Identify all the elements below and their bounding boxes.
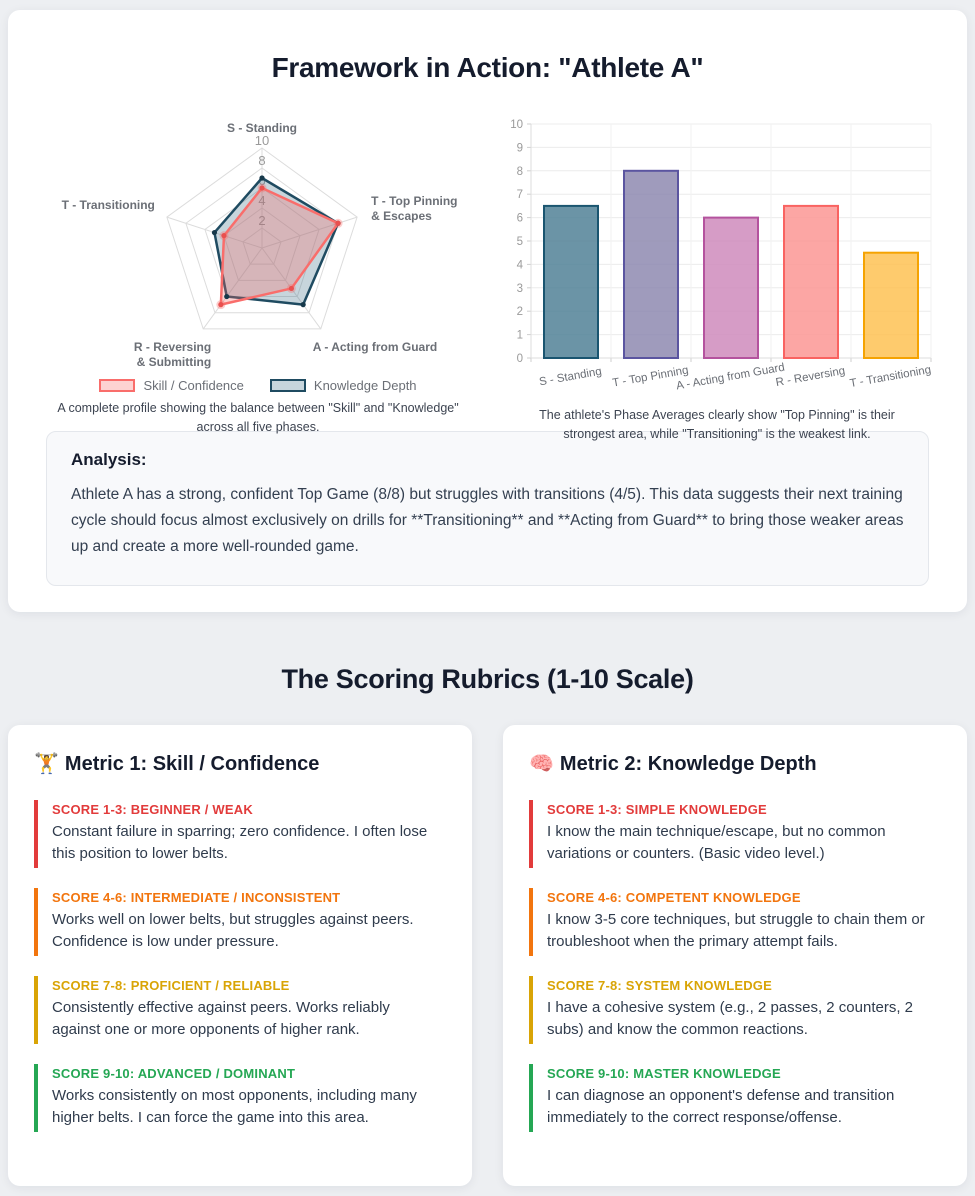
weightlifter-icon: 🏋️ (34, 752, 59, 775)
rubric-description: Works consistently on most opponents, in… (52, 1086, 417, 1127)
rubric-description: Consistently effective against peers. Wo… (52, 998, 390, 1039)
rubric-description: I know the main technique/escape, but no… (547, 822, 886, 863)
rubric-description: Works well on lower belts, but struggles… (52, 910, 414, 951)
rubric-description: Constant failure in sparring; zero confi… (52, 822, 428, 863)
rubric-score-label: SCORE 7-8: PROFICIENT / RELIABLE (52, 977, 290, 993)
svg-text:S - Standing: S - Standing (538, 366, 602, 389)
metric-card-title-text: Metric 1: Skill / Confidence (64, 752, 320, 775)
legend-swatch (269, 379, 306, 392)
svg-text:8: 8 (258, 153, 265, 168)
radar-legend: Skill / Confidence Knowledge Depth (99, 378, 417, 393)
svg-text:A - Acting from Guard: A - Acting from Guard (313, 340, 437, 354)
svg-text:4: 4 (517, 259, 524, 271)
svg-text:A - Acting from Guard: A - Acting from Guard (675, 362, 785, 393)
svg-text:2: 2 (258, 213, 265, 228)
metric-card-1: 🏋️ Metric 1: Skill / Confidence SCORE 1-3:… (8, 724, 472, 1186)
rubric-item: SCORE 1-3: SIMPLE KNOWLEDGE I know the ma… (529, 799, 941, 868)
brain-icon: 🧠 (529, 752, 554, 775)
metric-card-title: 🏋️ Metric 1: Skill / Confidence (34, 751, 446, 776)
bar-caption: The athlete's Phase Averages clearly sho… (539, 408, 895, 442)
rubric-item: SCORE 1-3: BEGINNER / WEAK Constant failu… (34, 799, 446, 868)
svg-text:1: 1 (517, 330, 523, 342)
framework-card: Framework in Action: "Athlete A" 246810S… (8, 10, 967, 612)
svg-text:& Submitting: & Submitting (137, 355, 212, 369)
svg-text:3: 3 (517, 283, 523, 295)
svg-text:R - Reversing: R - Reversing (775, 365, 846, 389)
svg-text:9: 9 (517, 142, 523, 154)
rubrics-section-title: The Scoring Rubrics (1-10 Scale) (281, 663, 694, 694)
rubric-item: SCORE 4-6: COMPETENT KNOWLEDGE I know 3-5… (529, 887, 941, 956)
legend-label: Knowledge Depth (313, 378, 417, 393)
svg-text:T - Top Pinning: T - Top Pinning (371, 194, 457, 208)
metric-card-title: 🧠 Metric 2: Knowledge Depth (529, 751, 941, 776)
rubric-score-label: SCORE 9-10: ADVANCED / DOMINANT (52, 1065, 296, 1081)
legend-item-skill: Skill / Confidence (99, 378, 244, 393)
svg-text:8: 8 (517, 166, 523, 178)
svg-text:4: 4 (258, 193, 265, 208)
rubric-item: SCORE 9-10: ADVANCED / DOMINANT Works con… (34, 1063, 446, 1132)
svg-text:T - Transitioning: T - Transitioning (62, 198, 155, 212)
analysis-body: Athlete A has a strong, confident Top Ga… (71, 485, 904, 556)
svg-text:S - Standing: S - Standing (227, 121, 297, 135)
svg-text:& Escapes: & Escapes (371, 209, 432, 223)
rubric-score-label: SCORE 4-6: COMPETENT KNOWLEDGE (547, 889, 801, 905)
metric-card-2: 🧠 Metric 2: Knowledge Depth SCORE 1-3: SIM… (503, 724, 967, 1186)
legend-label: Skill / Confidence (143, 378, 244, 393)
rubric-item: SCORE 7-8: PROFICIENT / RELIABLE Consiste… (34, 975, 446, 1044)
rubric-item: SCORE 7-8: SYSTEM KNOWLEDGE I have a cohe… (529, 975, 941, 1044)
svg-text:10: 10 (255, 133, 269, 148)
rubric-item: SCORE 9-10: MASTER KNOWLEDGE I can diagno… (529, 1063, 941, 1132)
legend-item-knowledge: Knowledge Depth (269, 378, 417, 393)
rubric-score-label: SCORE 1-3: SIMPLE KNOWLEDGE (547, 801, 767, 817)
svg-text:0: 0 (517, 353, 523, 365)
rubric-item: SCORE 4-6: INTERMEDIATE / INCONSISTENT Wo… (34, 887, 446, 956)
svg-text:6: 6 (517, 213, 523, 225)
svg-text:2: 2 (517, 306, 523, 318)
svg-text:5: 5 (517, 236, 523, 248)
legend-swatch (99, 379, 136, 392)
rubric-description: I know 3-5 core techniques, but struggle… (547, 910, 925, 951)
rubric-score-label: SCORE 7-8: SYSTEM KNOWLEDGE (547, 977, 772, 993)
radar-caption: A complete profile showing the balance b… (57, 401, 459, 435)
metric-card-title-text: Metric 2: Knowledge Depth (559, 752, 817, 775)
rubric-description: I can diagnose an opponent's defense and… (547, 1086, 895, 1127)
svg-text:10: 10 (510, 119, 523, 131)
page-title: Framework in Action: "Athlete A" (271, 52, 704, 83)
analysis-heading: Analysis: (71, 449, 147, 469)
rubric-score-label: SCORE 4-6: INTERMEDIATE / INCONSISTENT (52, 889, 341, 905)
svg-text:7: 7 (517, 189, 523, 201)
rubric-score-label: SCORE 1-3: BEGINNER / WEAK (52, 801, 253, 817)
rubric-score-label: SCORE 9-10: MASTER KNOWLEDGE (547, 1065, 781, 1081)
svg-text:R - Reversing: R - Reversing (134, 340, 211, 354)
metric-cards-row: 🏋️ Metric 1: Skill / Confidence SCORE 1-3:… (8, 724, 967, 1186)
analysis-box: Analysis: Athlete A has a strong, confid… (46, 430, 929, 586)
bar-figure: 0 1 2 3 4 5 6 7 8 9 10 S - Standing T - Top Pinning A… (491, 110, 943, 445)
rubric-description: I have a cohesive system (e.g., 2 passes… (547, 998, 914, 1039)
svg-text:T - Transitioning: T - Transitioning (849, 364, 932, 390)
